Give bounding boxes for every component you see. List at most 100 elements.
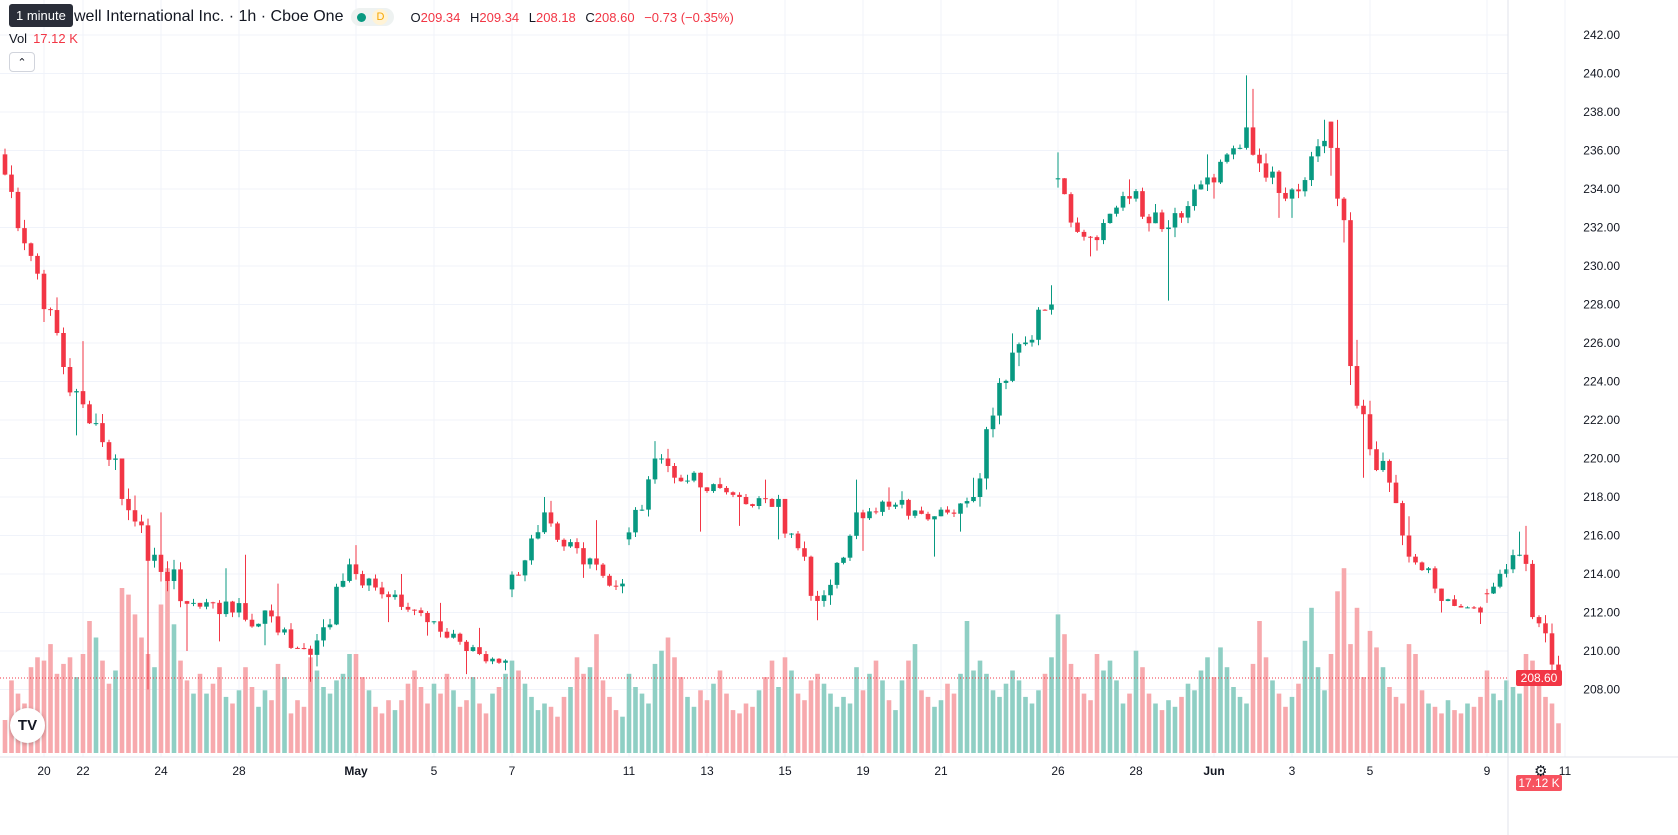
volume-legend: Vol 17.12 K — [9, 31, 78, 46]
volume-bar — [282, 677, 287, 753]
candle-body — [1075, 222, 1080, 232]
market-status-icon — [357, 12, 367, 22]
candle-body — [425, 612, 430, 623]
time-tick-label: 19 — [856, 764, 870, 778]
price-tick-label: 238.00 — [1583, 105, 1620, 119]
volume-bar — [1062, 634, 1067, 753]
volume-bar — [1036, 690, 1041, 753]
candle — [366, 577, 372, 591]
volume-bar — [399, 700, 404, 753]
candle-body — [210, 602, 216, 604]
candle-body — [568, 542, 573, 547]
candle-body — [600, 564, 606, 576]
volume-bar — [113, 670, 118, 753]
candle-body — [126, 498, 131, 511]
volume-bar — [1543, 696, 1548, 753]
candle — [782, 498, 788, 538]
volume-bar — [1153, 703, 1158, 753]
time-tick-label: 22 — [76, 764, 90, 778]
candle-body — [1055, 178, 1061, 180]
candle-body — [1302, 180, 1308, 192]
candle — [652, 441, 658, 484]
volume-bar — [1445, 700, 1451, 753]
candle — [1237, 144, 1243, 150]
candle — [717, 477, 723, 489]
candle — [1107, 213, 1113, 224]
candle — [418, 607, 424, 617]
volume-bar — [1523, 654, 1529, 753]
volume-bar — [1413, 654, 1418, 753]
candle-body — [1192, 189, 1197, 207]
volume-bar — [1146, 693, 1152, 753]
candle-body — [106, 442, 112, 460]
candle — [48, 307, 53, 316]
volume-bar — [301, 706, 307, 753]
candle-body — [1244, 127, 1249, 148]
volume-bar — [1478, 696, 1483, 753]
candle — [815, 590, 820, 621]
candle-body — [932, 516, 937, 520]
candle — [737, 492, 742, 526]
candle — [1114, 205, 1119, 217]
candle-body — [945, 509, 950, 513]
candle — [301, 643, 307, 650]
volume-bar — [477, 703, 482, 753]
price-tick-label: 226.00 — [1583, 336, 1620, 350]
volume-bar — [555, 716, 560, 753]
candle — [1432, 566, 1438, 594]
volume-bar — [1530, 660, 1535, 753]
settings-gear-icon[interactable]: ⚙ — [1534, 763, 1548, 780]
volume-bar — [41, 660, 47, 753]
volume-bar — [1172, 706, 1178, 753]
candle-body — [594, 558, 599, 565]
volume-bar — [1432, 706, 1438, 753]
volume-bar — [1367, 630, 1373, 753]
candle — [1335, 119, 1340, 207]
volume-bar — [106, 683, 112, 753]
volume-bar — [685, 696, 690, 753]
volume-bar — [1302, 640, 1308, 753]
symbol-title[interactable]: well International Inc. · 1h · Cboe One — [74, 8, 344, 25]
volume-bar — [230, 703, 235, 753]
volume-bar — [1224, 667, 1230, 753]
candle — [867, 507, 872, 521]
candle-body — [678, 477, 684, 482]
candle-body — [561, 539, 567, 547]
candle-body — [41, 273, 47, 310]
volume-bar — [119, 588, 125, 753]
candle — [28, 242, 34, 262]
candle-body — [1049, 304, 1054, 310]
candle — [1003, 379, 1009, 390]
candle — [399, 574, 404, 611]
volume-bar — [607, 696, 612, 753]
candle-body — [470, 647, 476, 651]
time-tick-label: 13 — [700, 764, 714, 778]
candle-body — [860, 512, 866, 519]
volume-bar — [152, 667, 157, 753]
candle-body — [282, 629, 287, 633]
candle-body — [119, 458, 125, 499]
dividend-badge[interactable]: D — [372, 9, 389, 25]
candle — [1296, 183, 1301, 199]
candle — [834, 561, 840, 589]
candle-body — [87, 404, 92, 424]
volume-bar — [568, 687, 573, 753]
candle — [945, 506, 950, 515]
candle-body — [1094, 237, 1100, 241]
tradingview-logo-icon[interactable]: TV — [10, 708, 45, 743]
candle-body — [620, 583, 625, 587]
candle-body — [399, 594, 404, 607]
candle-body — [1322, 140, 1327, 147]
candle-body — [503, 660, 508, 663]
change-value: −0.73 (−0.35%) — [644, 9, 734, 25]
candle-body — [1341, 198, 1347, 221]
price-tick-label: 220.00 — [1583, 452, 1620, 466]
collapse-legend-button[interactable]: ⌃ — [9, 52, 35, 72]
candle — [1458, 604, 1464, 608]
candle — [574, 538, 580, 554]
candle-body — [1530, 563, 1535, 618]
candle — [581, 542, 586, 578]
candle — [776, 494, 781, 540]
candle-body — [815, 595, 820, 601]
